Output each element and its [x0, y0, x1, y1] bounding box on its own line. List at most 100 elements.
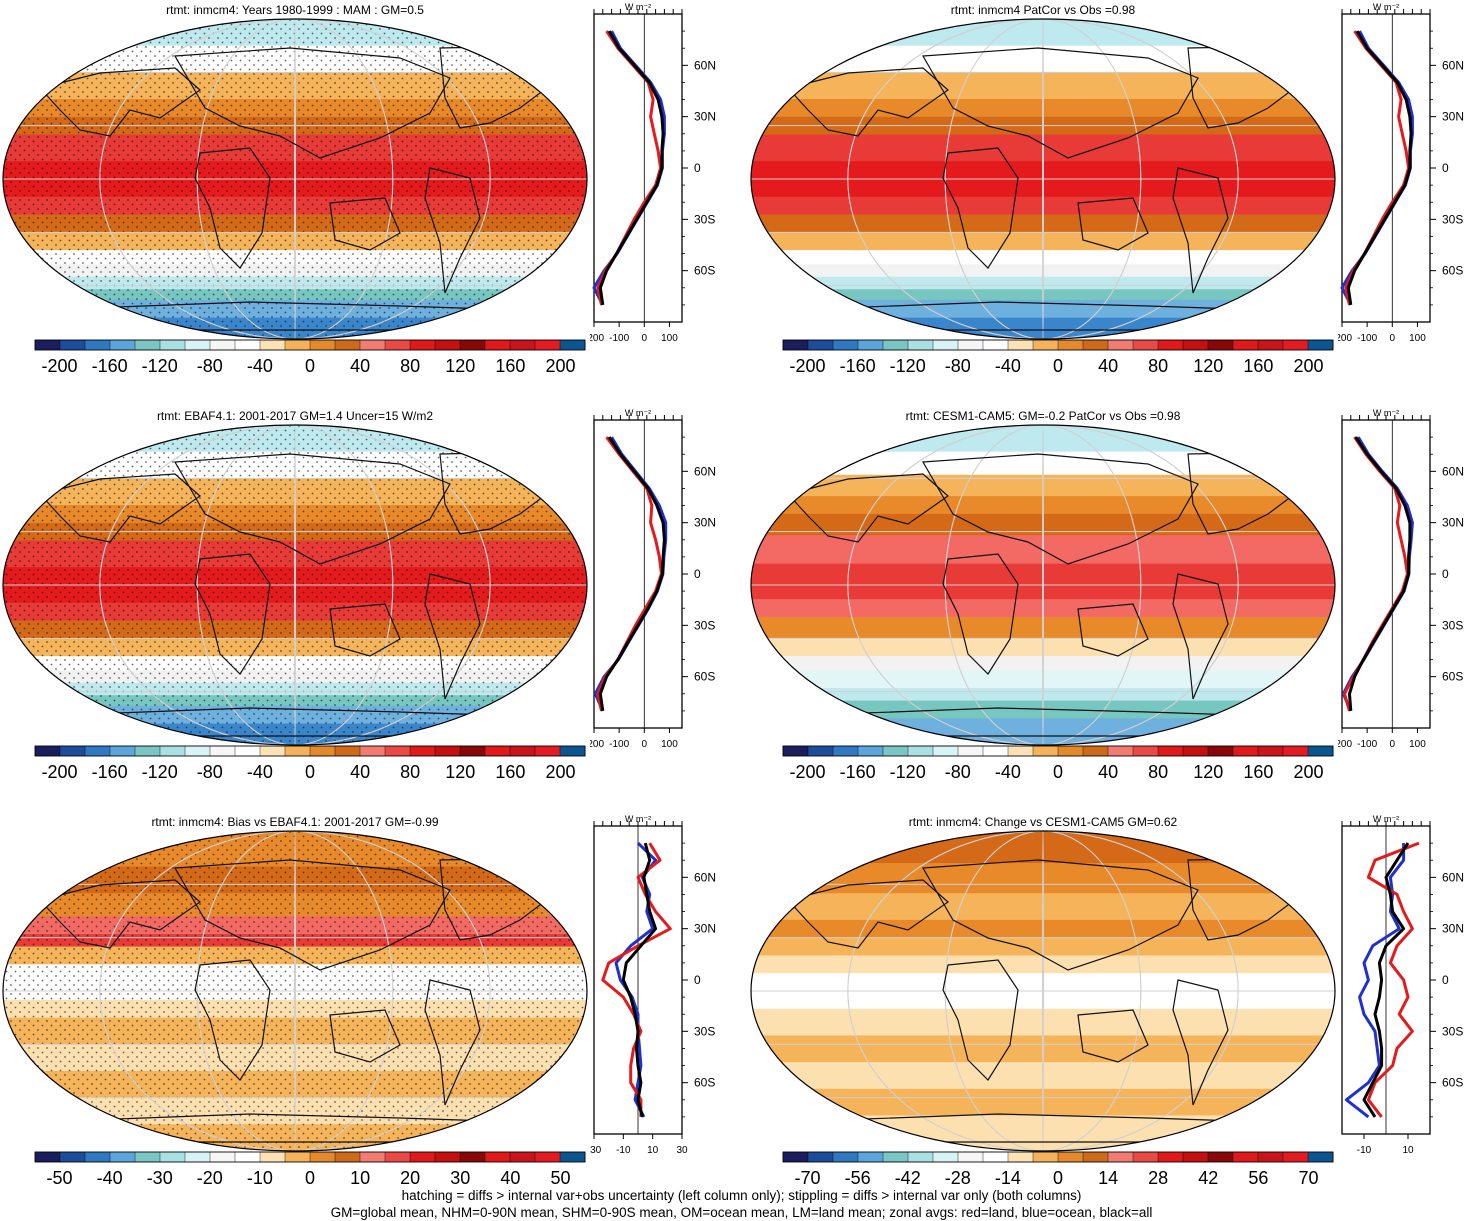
- colorbar-tick-label: 40: [1098, 762, 1118, 782]
- colorbar-box: [1007, 339, 1034, 351]
- profile-line-land: [596, 436, 663, 712]
- colorbar-box: [1107, 1151, 1134, 1163]
- profile-xtick-label: -30: [590, 1145, 602, 1156]
- graticule: [3, 425, 587, 745]
- profile-p3: W m⁻² -200 -100 0 100 60N 30N 0 30S 60S: [590, 408, 716, 750]
- colorbar-tick-label: -56: [845, 1168, 871, 1188]
- colorbar-tick-label: -40: [995, 356, 1021, 376]
- colorbar-tick-label: -200: [789, 762, 825, 782]
- profile-lat-label: 30N: [694, 516, 716, 530]
- colorbar-box: [1032, 1151, 1059, 1163]
- colorbar-box: [484, 1151, 511, 1163]
- profile-line-all: [1346, 30, 1413, 306]
- colorbar-box: [459, 1151, 486, 1163]
- colorbar-tick-label: 120: [1193, 356, 1223, 376]
- colorbar-box: [1282, 339, 1309, 351]
- map-fill: [751, 19, 1335, 339]
- coastlines: [38, 45, 561, 331]
- colorbar-tick-label: -200: [41, 356, 77, 376]
- profile-lat-label: 60S: [694, 670, 715, 684]
- colorbar-box: [1282, 745, 1309, 757]
- profile-line-all: [598, 30, 665, 306]
- colorbar-box: [832, 745, 859, 757]
- colorbar-box: [1107, 339, 1134, 351]
- profile-lat-label: 0: [1442, 161, 1449, 175]
- profile-unit-label: W m⁻²: [1373, 2, 1399, 12]
- colorbar-box: [1057, 745, 1084, 757]
- colorbar-box: [1207, 745, 1234, 757]
- profile-line-ocean: [592, 30, 666, 306]
- colorbar-box: [559, 1151, 586, 1163]
- colorbar-box: [384, 745, 411, 757]
- colorbar-p6: -70 -56 -42 -28 -14 0 14 28 42 56 70: [782, 1151, 1334, 1188]
- colorbar-tick-label: -200: [41, 762, 77, 782]
- colorbar-tick-label: -20: [197, 1168, 223, 1188]
- colorbar-box: [459, 339, 486, 351]
- colorbar-tick-label: -80: [945, 762, 971, 782]
- profile-lat-label: 30S: [694, 212, 715, 226]
- panel-title: rtmt: EBAF4.1: 2001-2017 GM=1.4 Uncer=15…: [156, 409, 434, 423]
- colorbar-tick-label: -120: [142, 762, 178, 782]
- colorbar-box: [782, 745, 809, 757]
- colorbar-tick-label: -200: [789, 356, 825, 376]
- colorbar-box: [409, 745, 436, 757]
- profile-p2: W m⁻² -200 -100 0 100 60N 30N 0 30S 60S: [1338, 2, 1464, 344]
- colorbar-box: [359, 339, 386, 351]
- profile-line-ocean: [1344, 843, 1406, 1119]
- profile-line-ocean: [1341, 436, 1414, 712]
- profile-xtick-label: 30: [676, 1145, 688, 1156]
- colorbar-tick-label: 0: [305, 356, 315, 376]
- colorbar-box: [559, 745, 586, 757]
- colorbar-box: [134, 1151, 161, 1163]
- profile-lat-label: 30S: [1442, 212, 1463, 226]
- colorbar-box: [159, 339, 186, 351]
- profile-line-land: [1343, 436, 1409, 712]
- colorbar-tick-label: 0: [1053, 356, 1063, 376]
- colorbar-box: [807, 339, 834, 351]
- colorbar-box: [1182, 339, 1209, 351]
- colorbar-box: [907, 339, 934, 351]
- map-outline: [750, 424, 1336, 746]
- colorbar-box: [832, 1151, 859, 1163]
- colorbar-box: [84, 745, 111, 757]
- colorbar-box: [882, 339, 909, 351]
- colorbar-box: [434, 339, 461, 351]
- colorbar-tick-label: -80: [197, 762, 223, 782]
- map-fill: [751, 425, 1335, 745]
- profile-xtick-label: 100: [1409, 739, 1426, 750]
- colorbar-box: [1207, 1151, 1234, 1163]
- profile-xtick-label: 0: [1390, 333, 1396, 344]
- map-p2: [750, 18, 1336, 340]
- colorbar-box: [782, 339, 809, 351]
- profile-lat-label: 30S: [1442, 618, 1463, 632]
- colorbar-tick-label: 80: [1148, 356, 1168, 376]
- colorbar-box: [184, 1151, 211, 1163]
- map-fill: [3, 425, 587, 745]
- profile-line-all: [621, 842, 658, 1118]
- colorbar-tick-label: 160: [495, 356, 525, 376]
- colorbar-box: [1207, 339, 1234, 351]
- colorbar-box: [1157, 745, 1184, 757]
- colorbar-box: [334, 745, 361, 757]
- colorbar-tick-label: -40: [247, 356, 273, 376]
- map-fill: [3, 831, 587, 1151]
- colorbar-box: [84, 1151, 111, 1163]
- profile-lat-label: 60S: [1442, 1076, 1463, 1090]
- colorbar-box: [832, 339, 859, 351]
- colorbar-box: [234, 1151, 261, 1163]
- colorbar-tick-label: 40: [350, 356, 370, 376]
- colorbar-tick-label: 10: [350, 1168, 370, 1188]
- colorbar-box: [409, 339, 436, 351]
- map-outline: [2, 424, 588, 746]
- profile-xtick-label: 0: [642, 739, 648, 750]
- colorbar-tick-label: -80: [197, 356, 223, 376]
- colorbar-tick-label: 40: [350, 762, 370, 782]
- profile-xtick-label: -10: [1357, 1145, 1372, 1156]
- colorbar-box: [509, 1151, 536, 1163]
- colorbar-box: [234, 339, 261, 351]
- colorbar-box: [957, 1151, 984, 1163]
- profile-xtick-label: -100: [609, 333, 629, 344]
- colorbar-tick-label: 200: [1293, 356, 1323, 376]
- colorbar-box: [1007, 1151, 1034, 1163]
- profile-unit-label: W m⁻²: [1373, 814, 1399, 824]
